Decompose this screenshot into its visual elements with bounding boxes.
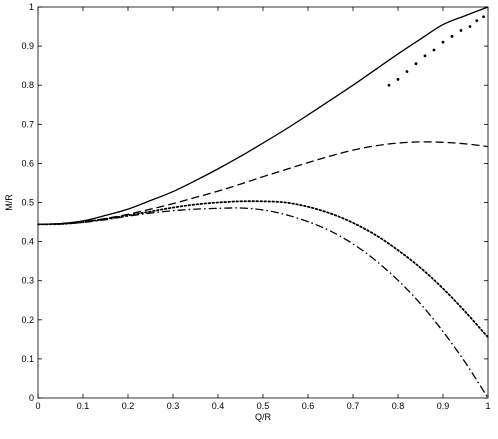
axes: 0 0.1 0.2 0.3 0.4 0.5 0.6 0.7 0.8 0.9 1 0 0.1 0.2 0.3 0… — [21, 2, 490, 411]
x-tick-label: 0.8 — [392, 401, 405, 411]
x-axis-label: Q/R — [255, 412, 272, 422]
x-tick-label: 1 — [485, 401, 490, 411]
x-tick-label: 0.9 — [437, 401, 450, 411]
data-point — [423, 54, 427, 58]
data-point — [405, 70, 409, 73]
series-line-solid — [37, 6, 489, 226]
y-tick-label: 1 — [29, 2, 34, 12]
series-line-dashdot — [37, 207, 489, 399]
y-tick-label: 0.6 — [21, 158, 34, 168]
y-tick-label: 0.2 — [21, 315, 34, 325]
series-line-dashed — [37, 141, 489, 226]
y-tick-label: 0 — [29, 393, 34, 403]
data-point — [482, 15, 485, 19]
data-point — [432, 48, 436, 52]
data-point — [387, 83, 391, 87]
marker-group — [387, 15, 485, 87]
x-tick-label: 0.5 — [257, 401, 270, 411]
data-point — [475, 19, 479, 23]
x-tick-label: 0.7 — [347, 401, 360, 411]
y-tick-label: 0.1 — [21, 354, 34, 364]
x-tick-label: 0.4 — [212, 401, 225, 411]
data-point — [468, 25, 472, 28]
y-tick-label: 0.4 — [21, 237, 34, 247]
x-tick-label: 0.3 — [167, 401, 180, 411]
x-tick-label: 0.6 — [302, 401, 315, 411]
data-point — [450, 34, 454, 38]
data-point — [441, 40, 445, 44]
series-group — [37, 6, 489, 399]
x-tick-label: 0.2 — [122, 401, 135, 411]
x-tick-label: 0.1 — [77, 401, 90, 411]
x-tick-label: 0 — [35, 401, 40, 411]
data-point — [396, 77, 400, 81]
data-point — [414, 62, 418, 66]
y-tick-label: 0.7 — [21, 119, 34, 129]
y-axis-label: M/R — [4, 194, 14, 211]
y-tick-label: 0.5 — [21, 198, 34, 208]
data-point — [459, 29, 463, 32]
plot-frame — [37, 6, 489, 399]
series-line-dotted — [37, 200, 489, 339]
y-tick-label: 0.3 — [21, 276, 34, 286]
y-tick-label: 0.9 — [21, 41, 34, 51]
y-tick-label: 0.8 — [21, 80, 34, 90]
